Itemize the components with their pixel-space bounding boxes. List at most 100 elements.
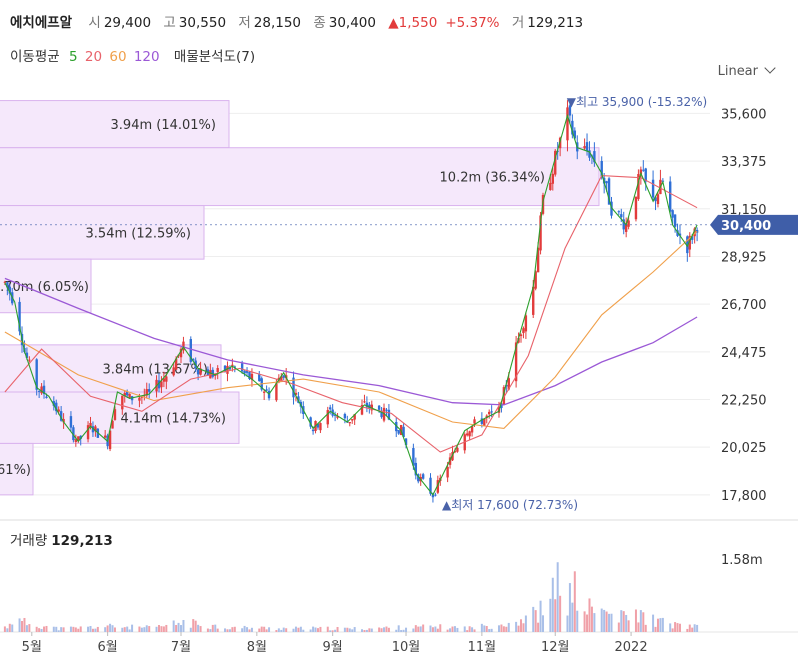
candle-body bbox=[309, 417, 312, 427]
volume-bar bbox=[402, 629, 405, 632]
volume-bar bbox=[688, 624, 691, 632]
volume-bar bbox=[148, 626, 151, 632]
ma120-label[interactable]: 120 bbox=[133, 49, 160, 65]
volume-profile-label: 10.2m (36.34%) bbox=[440, 171, 545, 186]
volume-bar bbox=[368, 628, 371, 632]
volume-bar bbox=[542, 615, 545, 632]
candle-body bbox=[622, 219, 625, 230]
ma120-line bbox=[4, 277, 698, 406]
candle-body bbox=[483, 418, 486, 426]
candle-body bbox=[25, 352, 29, 358]
volume-profile-label: 3.94m (14.01%) bbox=[111, 118, 216, 133]
volume-bar bbox=[556, 562, 559, 632]
volume-title: 거래량 bbox=[10, 533, 48, 549]
x-tick-label: 7월 bbox=[171, 640, 191, 655]
candle-body bbox=[292, 377, 295, 398]
ma20-label[interactable]: 20 bbox=[84, 49, 103, 65]
candle-body bbox=[502, 387, 506, 405]
candle-body bbox=[554, 150, 557, 175]
candle-body bbox=[377, 405, 381, 410]
volume-bar bbox=[590, 606, 593, 632]
volume-bar bbox=[434, 626, 437, 632]
candle-body bbox=[111, 420, 114, 429]
volume-bar bbox=[473, 629, 476, 632]
high-annotation: ▼최고 35,900 (-15.32%) bbox=[567, 95, 707, 109]
candle-body bbox=[77, 436, 80, 441]
candle-body bbox=[57, 409, 60, 412]
volume-bar bbox=[192, 619, 195, 632]
volume-bar bbox=[211, 624, 214, 632]
volume-bar bbox=[605, 611, 608, 632]
candle-body bbox=[642, 169, 645, 171]
volume-bar bbox=[128, 629, 131, 632]
candle-body bbox=[436, 480, 440, 493]
volume-profile-bar bbox=[0, 205, 205, 260]
volume-bar bbox=[28, 624, 31, 632]
volume-label: 거 bbox=[511, 15, 525, 31]
volume-bar bbox=[331, 630, 334, 632]
volume-bar bbox=[285, 628, 288, 632]
candle-body bbox=[571, 120, 574, 135]
volume-bar bbox=[625, 614, 628, 632]
candle-body bbox=[673, 214, 677, 227]
volume-bar bbox=[502, 626, 505, 632]
volume-bar bbox=[566, 615, 569, 632]
volume-bar bbox=[419, 626, 422, 632]
volume-bar bbox=[436, 628, 439, 632]
candle-body bbox=[282, 375, 285, 378]
volume-bar bbox=[674, 622, 677, 632]
low-value: 28,150 bbox=[253, 15, 302, 31]
candle-body bbox=[395, 421, 398, 432]
candle-body bbox=[573, 130, 577, 139]
volume-bar bbox=[678, 623, 681, 632]
candle-body bbox=[353, 414, 356, 420]
candle-body bbox=[524, 315, 528, 332]
volume-bar bbox=[126, 626, 129, 632]
candle-body bbox=[453, 450, 457, 453]
candle-body bbox=[468, 431, 471, 437]
volume-bar bbox=[228, 629, 231, 632]
volume-bar bbox=[571, 602, 574, 632]
scale-selector[interactable]: Linear bbox=[718, 62, 776, 79]
candle-body bbox=[55, 402, 58, 412]
candle-body bbox=[162, 378, 166, 382]
candle-body bbox=[485, 415, 488, 418]
volume-bar bbox=[620, 610, 623, 632]
volume-bar bbox=[696, 624, 699, 632]
ma5-label[interactable]: 5 bbox=[68, 49, 78, 65]
volume-bar bbox=[248, 629, 251, 632]
candle-body bbox=[351, 419, 354, 421]
ma-legend-label: 이동평균 bbox=[10, 49, 60, 65]
candle-body bbox=[6, 282, 9, 288]
volume-bar bbox=[197, 624, 200, 632]
volume-bar bbox=[429, 625, 432, 632]
volume-bar bbox=[74, 627, 77, 632]
volume-bar bbox=[292, 628, 295, 632]
candle-body bbox=[634, 196, 638, 220]
candle-body bbox=[414, 462, 418, 476]
candle-body bbox=[243, 370, 246, 374]
candle-body bbox=[294, 392, 298, 395]
x-tick-label: 9월 bbox=[323, 640, 343, 655]
candle-body bbox=[365, 402, 369, 408]
x-tick-label: 12월 bbox=[541, 640, 570, 655]
volume-bar bbox=[519, 619, 522, 632]
volume-bar bbox=[94, 628, 97, 632]
candle-body bbox=[86, 425, 90, 440]
moving-average-legend[interactable]: 이동평균 5 20 60 120 매물분석도(7) bbox=[10, 45, 260, 65]
volume-bar bbox=[622, 611, 625, 632]
candle-body bbox=[125, 391, 129, 396]
volume-profile-label[interactable]: 매물분석도(7) bbox=[173, 49, 256, 65]
ma60-label[interactable]: 60 bbox=[109, 49, 127, 65]
volume-bar bbox=[231, 627, 234, 632]
candle-body bbox=[487, 411, 491, 415]
volume-bar bbox=[172, 620, 175, 632]
volume-bar bbox=[583, 611, 586, 632]
volume-bar bbox=[165, 624, 168, 632]
volume-bar bbox=[608, 613, 611, 632]
candle-body bbox=[231, 364, 234, 367]
candle-body bbox=[402, 426, 405, 437]
volume-bar bbox=[378, 627, 381, 632]
volume-bar bbox=[568, 583, 571, 632]
